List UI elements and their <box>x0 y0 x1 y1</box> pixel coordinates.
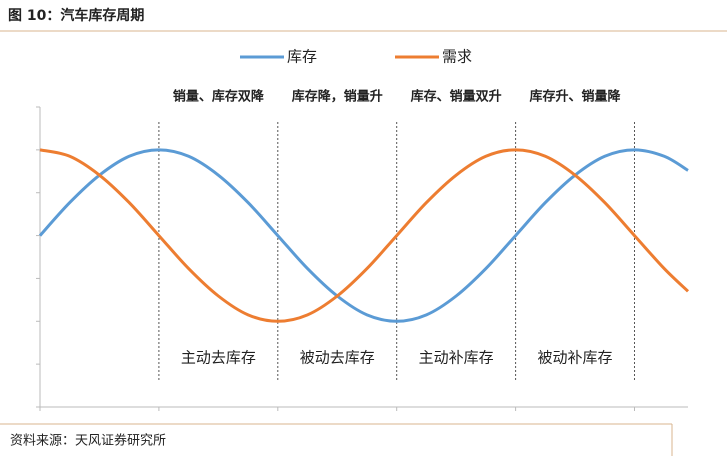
series-line <box>39 148 690 323</box>
chart-title: 图 10：汽车库存周期 <box>8 7 144 24</box>
series-line <box>38 148 689 323</box>
phase-bottom-label: 主动补库存 <box>419 349 494 367</box>
source-note: 资料来源：天风证券研究所 <box>10 433 166 449</box>
legend-label: 需求 <box>442 48 472 66</box>
phase-top-label: 库存升、销量降 <box>530 89 622 105</box>
legend-label: 库存 <box>287 48 317 66</box>
phase-top-label: 库存降，销量升 <box>292 89 383 105</box>
phase-bottom-label: 被动去库存 <box>300 349 375 367</box>
phase-top-label: 销量、库存双降 <box>173 89 265 105</box>
phase-bottom-label: 主动去库存 <box>181 349 256 367</box>
phase-bottom-label: 被动补库存 <box>538 349 613 367</box>
phase-top-label: 库存、销量双升 <box>411 89 502 105</box>
